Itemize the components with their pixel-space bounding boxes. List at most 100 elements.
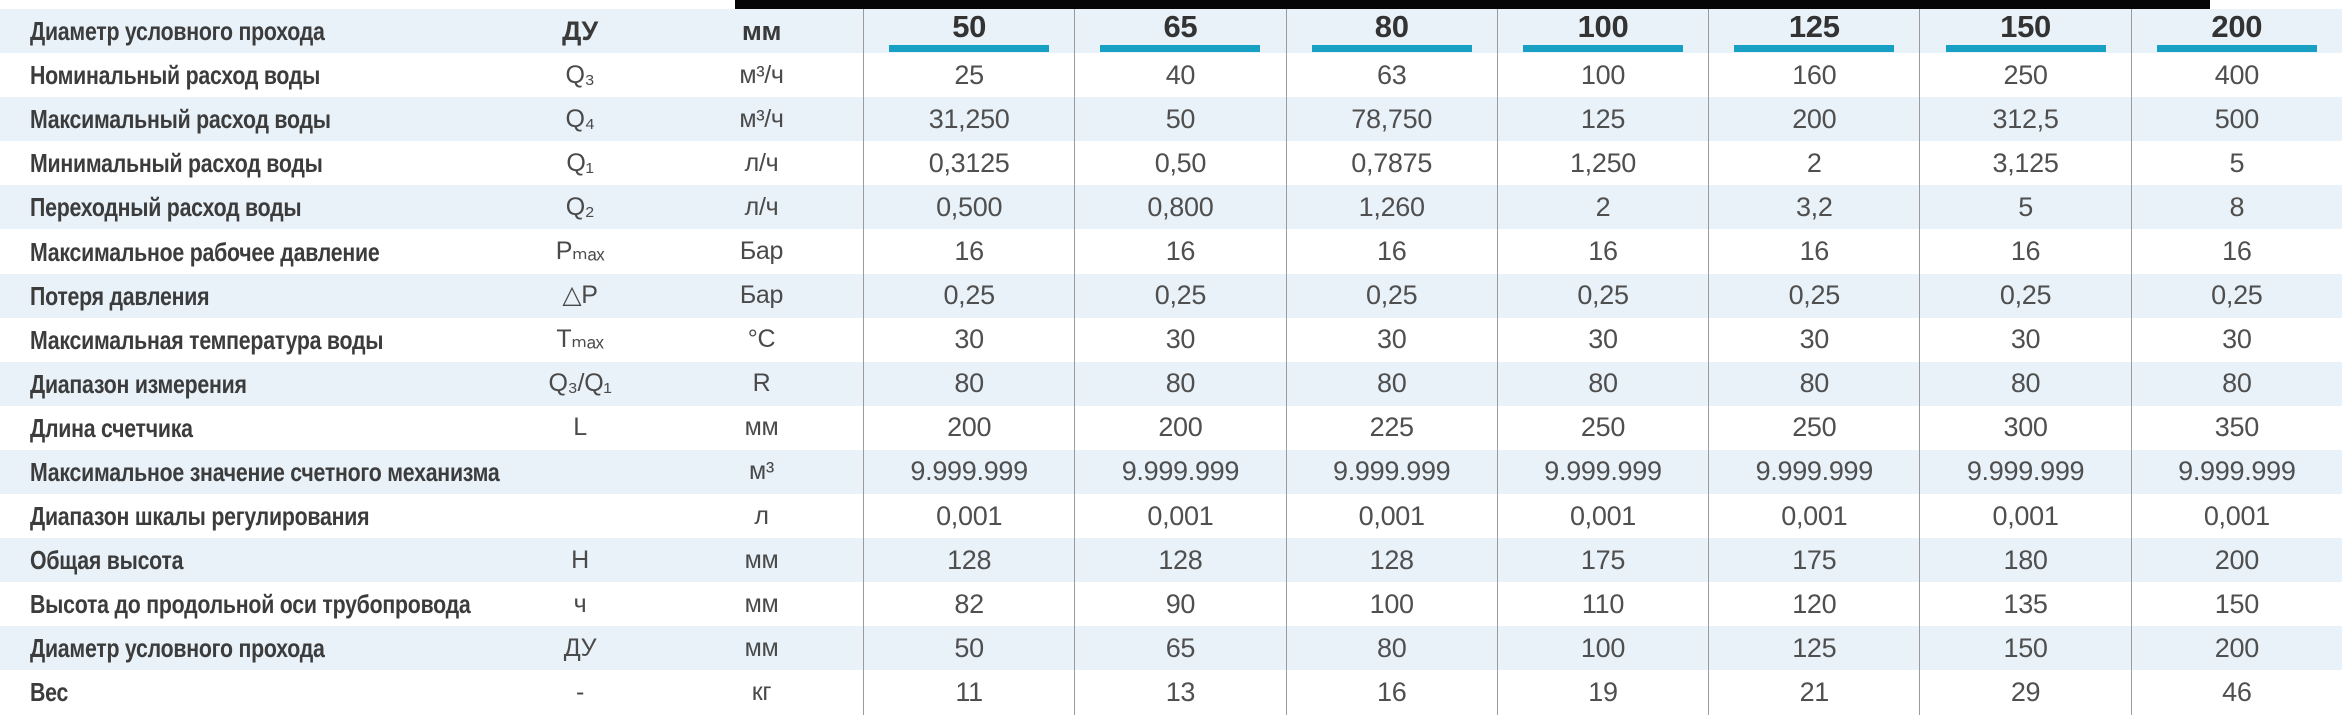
value-cell: 80	[1919, 361, 2130, 406]
value-cell: 80	[1708, 361, 1919, 406]
dn-header-cell: 65	[1074, 9, 1285, 54]
value-cell: 80	[1285, 361, 1497, 406]
param-name-cell: Диаметр условного прохода	[0, 9, 500, 53]
value-cell: 0,800	[1074, 185, 1285, 230]
dn-header-cell: 125	[1708, 8, 1919, 54]
value-cell: 200	[1074, 405, 1285, 450]
value-cell: 16	[1285, 670, 1497, 715]
dn-value: 125	[1788, 8, 1840, 44]
table-header-row: Диаметр условного прохода ДУ мм 50 65 80 100 12…	[0, 8, 2342, 54]
param-name-label: Общая высота	[30, 545, 184, 576]
param-name-cell: Максимальное значение счетного механизма	[0, 450, 500, 494]
unit-cell: м³/ч	[739, 104, 784, 133]
value-cell: 82	[863, 582, 1074, 627]
param-name-cell: Вес	[0, 670, 500, 714]
value-cell: 9.999.999	[1919, 449, 2130, 495]
value-cell: 0,25	[1496, 273, 1708, 318]
dn-header-cell: 80	[1285, 8, 1497, 54]
param-name-label: Максимальное значение счетного механизма	[30, 456, 500, 487]
value-cell: 90	[1074, 582, 1285, 627]
symbol-cell: Q₃	[565, 60, 595, 89]
dn-value: 80	[1374, 8, 1409, 44]
value-cell: 250	[1496, 405, 1708, 450]
value-cell: 19	[1496, 670, 1708, 715]
value-cell: 125	[1496, 97, 1708, 142]
param-name-label: Потеря давления	[30, 280, 210, 311]
param-name-label: Диапазон измерения	[30, 368, 247, 399]
header-underline	[1100, 44, 1261, 52]
table-row: Потеря давления △P Бар 0,25 0,25 0,25 0,25 0,25…	[0, 273, 2342, 318]
value-cell: 30	[1285, 317, 1497, 362]
symbol-cell: Q₂	[565, 192, 595, 221]
symbol-cell: Q₄	[565, 104, 595, 133]
symbol-cell: Tₘₐₓ	[556, 325, 604, 354]
value-cell: 0,50	[1074, 141, 1285, 186]
value-cell: 0,001	[1919, 494, 2130, 539]
table-row: Переходный расход воды Q₂ л/ч 0,500 0,800 1,2…	[0, 185, 2342, 230]
param-name-label: Длина счетчика	[30, 412, 193, 443]
value-cell: 100	[1285, 582, 1497, 627]
value-cell: 0,7875	[1285, 141, 1497, 186]
value-cell: 3,2	[1708, 185, 1919, 230]
value-cell: 0,001	[1074, 494, 1285, 539]
value-cell: 46	[2130, 670, 2342, 715]
value-cell: 9.999.999	[1285, 449, 1497, 495]
value-cell: 350	[2130, 405, 2342, 450]
unit-cell: л	[754, 501, 769, 530]
value-cell: 16	[1708, 229, 1919, 274]
value-cell: 0,25	[1708, 273, 1919, 318]
unit-cell: кг	[751, 677, 772, 706]
symbol-cell: L	[573, 413, 587, 442]
symbol-cell	[500, 450, 660, 494]
param-name-cell: Общая высота	[0, 538, 500, 582]
value-cell: 200	[1708, 97, 1919, 142]
symbol-cell: ДУ	[562, 15, 598, 46]
value-cell: 200	[2130, 538, 2342, 583]
unit-cell: мм	[744, 545, 779, 574]
unit-cell: мм	[741, 15, 782, 46]
param-name-label: Диаметр условного прохода	[30, 633, 325, 664]
value-cell: 1,260	[1285, 185, 1497, 230]
dn-value: 50	[952, 8, 987, 44]
value-cell: 150	[2130, 582, 2342, 627]
value-cell: 16	[1285, 229, 1497, 274]
table-row: Максимальная температура воды Tₘₐₓ °C 30 30 3…	[0, 317, 2342, 362]
symbol-cell: ДУ	[563, 633, 597, 662]
value-cell: 0,500	[863, 185, 1074, 230]
value-cell: 0,001	[863, 494, 1074, 539]
param-name-cell: Максимальная температура воды	[0, 318, 500, 362]
value-cell: 80	[1285, 626, 1497, 671]
table-row: Максимальное рабочее давление Pₘₐₓ Бар 16 16…	[0, 229, 2342, 274]
value-cell: 0,25	[1074, 273, 1285, 318]
value-cell: 150	[1919, 626, 2130, 671]
value-cell: 9.999.999	[1708, 449, 1919, 495]
value-cell: 50	[863, 626, 1074, 671]
param-name-cell: Диапазон измерения	[0, 362, 500, 406]
value-cell: 250	[1708, 405, 1919, 450]
unit-cell: мм	[744, 633, 779, 662]
value-cell: 5	[1919, 185, 2130, 230]
param-name-label: Диапазон шкалы регулирования	[30, 501, 370, 532]
param-name-cell: Минимальный расход воды	[0, 141, 500, 185]
dn-column-header: 150	[1945, 11, 2106, 52]
header-underline	[1945, 44, 2106, 52]
param-name-cell: Максимальный расход воды	[0, 97, 500, 141]
unit-cell: мм	[744, 589, 779, 618]
value-cell: 200	[2130, 626, 2342, 671]
value-cell: 250	[1919, 53, 2130, 98]
value-cell: 300	[1919, 405, 2130, 450]
value-cell: 0,001	[1285, 494, 1497, 539]
table-row: Диапазон шкалы регулирования л 0,001 0,001 0…	[0, 494, 2342, 539]
table-row: Номинальный расход воды Q₃ м³/ч 25 40 63 100 16…	[0, 53, 2342, 98]
dn-header-cell: 200	[2130, 9, 2342, 54]
dn-column-header: 100	[1522, 11, 1683, 52]
value-cell: 30	[1919, 317, 2130, 362]
value-cell: 9.999.999	[2130, 449, 2342, 495]
unit-cell: мм	[744, 413, 779, 442]
value-cell: 0,3125	[863, 141, 1074, 186]
value-cell: 16	[1074, 229, 1285, 274]
value-cell: 128	[863, 538, 1074, 583]
value-cell: 0,25	[1919, 273, 2130, 318]
value-cell: 100	[1496, 53, 1708, 98]
value-cell: 25	[863, 53, 1074, 98]
